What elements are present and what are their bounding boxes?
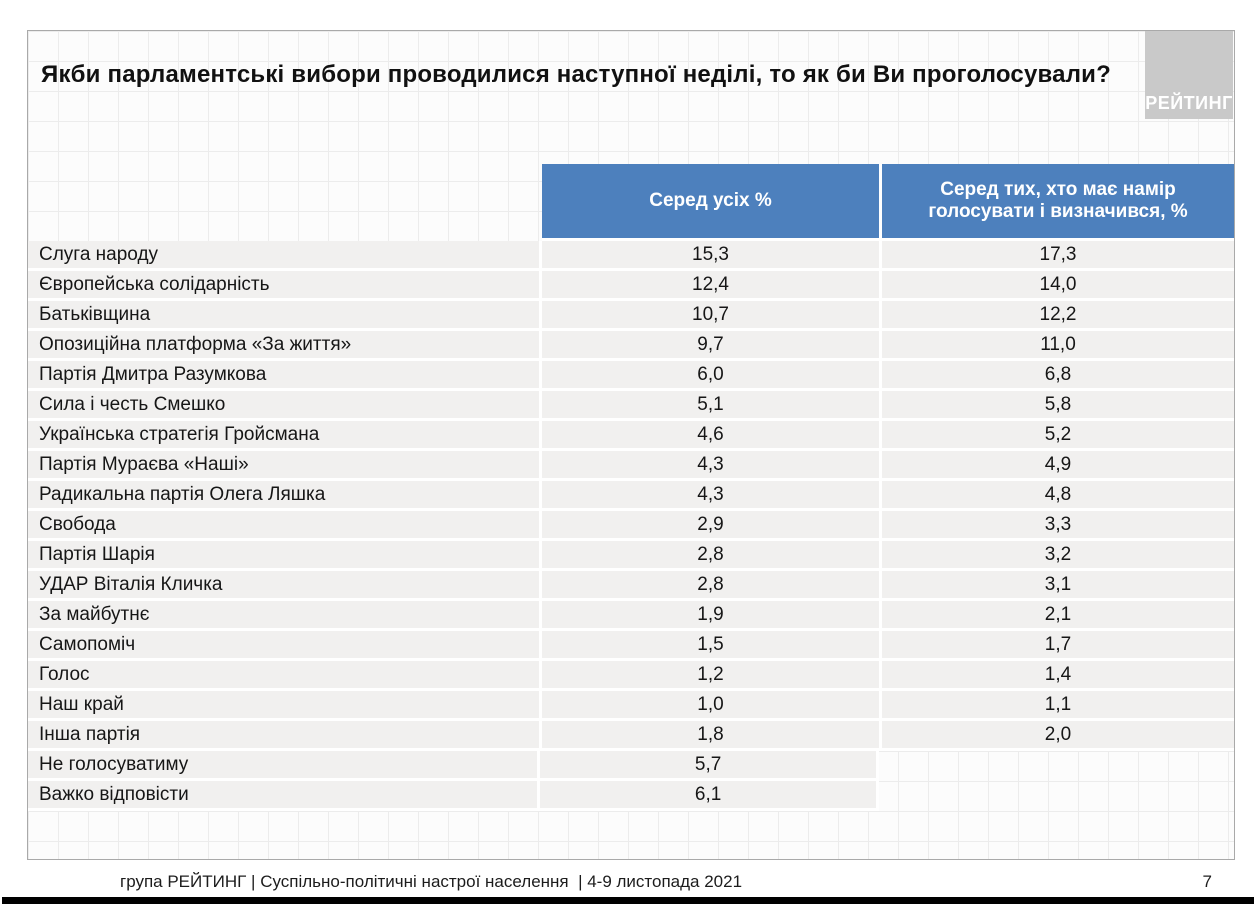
bottom-divider-bar [2,897,1254,904]
footer-source-text: група РЕЙТИНГ | Суспільно-політичні наст… [120,872,743,891]
value-among-all: 15,3 [542,241,879,268]
table-row: Свобода 2,9 3,3 [28,511,1234,541]
value-among-all: 5,7 [540,751,876,778]
value-among-decided: 3,2 [882,541,1234,568]
value-among-decided: 1,1 [882,691,1234,718]
value-among-decided: 12,2 [882,301,1234,328]
value-among-decided: 3,1 [882,571,1234,598]
value-among-all: 1,2 [542,661,879,688]
party-name: Голос [28,661,539,688]
slide-title: Якби парламентські вибори проводилися на… [41,61,1111,88]
party-name: Свобода [28,511,539,538]
value-among-all: 2,9 [542,511,879,538]
value-among-all: 4,3 [542,481,879,508]
party-name: Партія Мураєва «Наші» [28,451,539,478]
party-name: За майбутнє [28,601,539,628]
value-among-all: 12,4 [542,271,879,298]
page-number: 7 [1202,872,1212,891]
party-name: Сила і честь Смешко [28,391,539,418]
value-among-decided: 1,7 [882,631,1234,658]
table-row: Українська стратегія Гройсмана 4,6 5,2 [28,421,1234,451]
party-name: Наш край [28,691,539,718]
party-name: Важко відповісти [28,781,538,808]
table-row: Європейська солідарність 12,4 14,0 [28,271,1234,301]
table-row: Самопоміч 1,5 1,7 [28,631,1234,661]
header-label-spacer [28,164,542,238]
column-header-among-all: Серед усіх % [542,164,879,238]
party-name: Не голосуватиму [28,751,538,778]
value-among-all: 5,1 [542,391,879,418]
table-row: Голос 1,2 1,4 [28,661,1234,691]
party-name: Самопоміч [28,631,539,658]
table-row: Радикальна партія Олега Ляшка 4,3 4,8 [28,481,1234,511]
value-among-decided: 6,8 [882,361,1234,388]
rating-group-logo-text: РЕЙТИНГ [1145,93,1233,113]
party-name: Опозиційна платформа «За життя» [28,331,539,358]
value-among-all: 6,0 [542,361,879,388]
value-among-decided: 14,0 [882,271,1234,298]
value-among-all: 1,8 [542,721,879,748]
value-among-decided: 2,0 [882,721,1234,748]
value-among-all: 6,1 [540,781,876,808]
value-among-decided: 3,3 [882,511,1234,538]
party-name: Батьківщина [28,301,539,328]
party-name: Партія Дмитра Разумкова [28,361,539,388]
value-among-all: 9,7 [542,331,879,358]
table-row: Не голосуватиму 5,7 [28,751,879,781]
header-bottom-gap [542,238,1234,241]
party-name: УДАР Віталія Кличка [28,571,539,598]
party-name: Українська стратегія Гройсмана [28,421,539,448]
table-header-row: Серед усіх % Серед тих, хто має намір го… [28,164,1234,238]
table-row: Слуга народу 15,3 17,3 [28,241,1234,271]
value-among-all: 1,9 [542,601,879,628]
rating-group-logo: РЕЙТИНГ [1145,31,1233,119]
value-among-all: 4,3 [542,451,879,478]
party-name: Партія Шарія [28,541,539,568]
table-row: Наш край 1,0 1,1 [28,691,1234,721]
value-among-all: 2,8 [542,571,879,598]
value-among-all: 2,8 [542,541,879,568]
party-name: Радикальна партія Олега Ляшка [28,481,539,508]
value-among-decided: 1,4 [882,661,1234,688]
value-among-decided: 4,9 [882,451,1234,478]
value-among-decided: 11,0 [882,331,1234,358]
value-among-all: 4,6 [542,421,879,448]
table-body: Слуга народу 15,3 17,3 Європейська солідарн… [28,241,1234,811]
poll-results-table: Серед усіх % Серед тих, хто має намір го… [28,164,1234,811]
table-row: Партія Шарія 2,8 3,2 [28,541,1234,571]
table-row: За майбутнє 1,9 2,1 [28,601,1234,631]
table-row: Сила і честь Смешко 5,1 5,8 [28,391,1234,421]
slide-canvas: Якби парламентські вибори проводилися на… [27,30,1235,860]
value-among-all: 1,0 [542,691,879,718]
value-among-decided: 2,1 [882,601,1234,628]
table-row: Важко відповісти 6,1 [28,781,879,811]
table-row: Партія Мураєва «Наші» 4,3 4,9 [28,451,1234,481]
table-row: Інша партія 1,8 2,0 [28,721,1234,751]
value-among-decided: 17,3 [882,241,1234,268]
party-name: Слуга народу [28,241,539,268]
table-row: Опозиційна платформа «За життя» 9,7 11,0 [28,331,1234,361]
value-among-decided: 5,8 [882,391,1234,418]
table-row: Батьківщина 10,7 12,2 [28,301,1234,331]
header-column-gap [879,164,882,238]
value-among-decided: 5,2 [882,421,1234,448]
value-among-all: 1,5 [542,631,879,658]
party-name: Інша партія [28,721,539,748]
table-row: УДАР Віталія Кличка 2,8 3,1 [28,571,1234,601]
value-among-decided: 4,8 [882,481,1234,508]
table-row: Партія Дмитра Разумкова 6,0 6,8 [28,361,1234,391]
party-name: Європейська солідарність [28,271,539,298]
value-among-all: 10,7 [542,301,879,328]
column-header-among-decided: Серед тих, хто має намір голосувати і ви… [882,164,1234,238]
